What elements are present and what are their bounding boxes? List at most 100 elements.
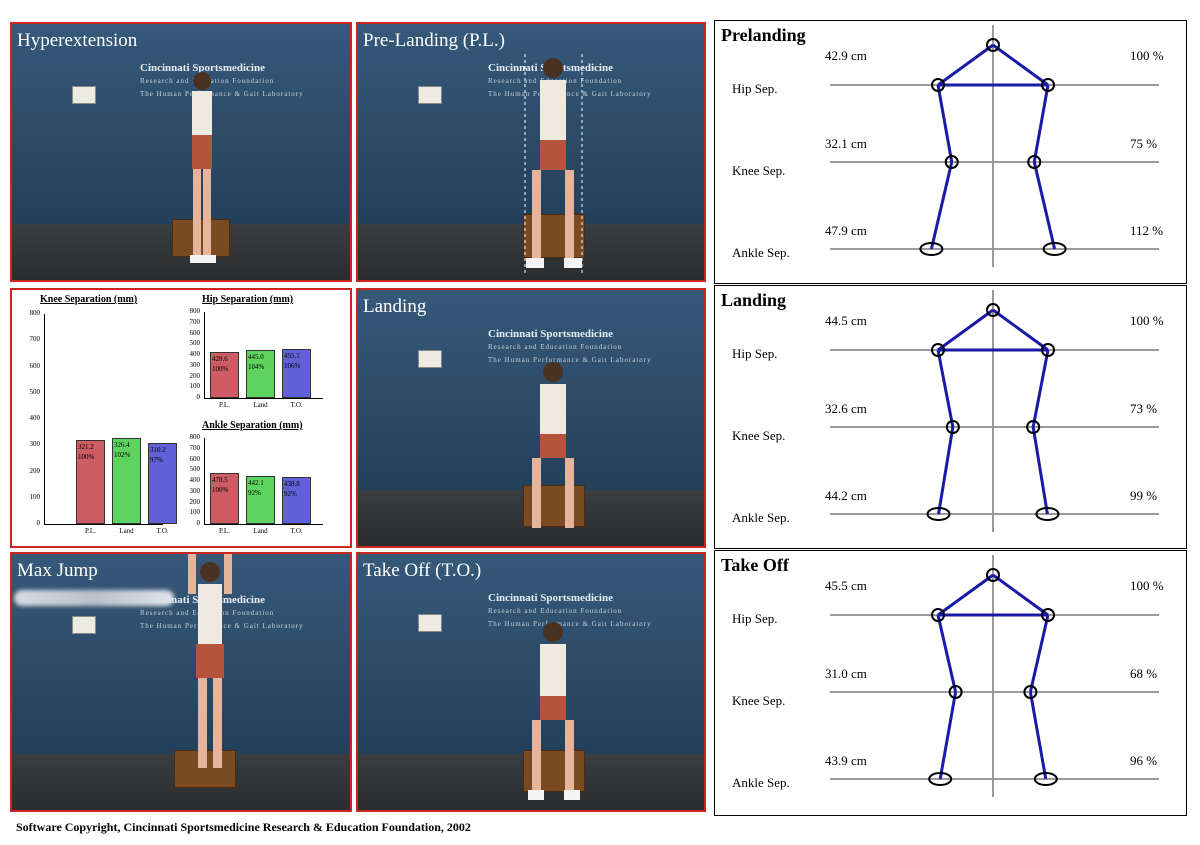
athlete-figure (532, 362, 574, 528)
bar (112, 438, 141, 524)
hip-separation-percent: 100 % (1130, 48, 1164, 63)
y-tick-label: 500 (29, 387, 41, 396)
joint-marker (944, 155, 959, 169)
knee-separation-value: 32.1 cm (825, 136, 867, 151)
y-tick-label: 600 (189, 454, 201, 463)
x-axis (204, 524, 323, 525)
separation-charts-panel: Knee Separation (mm) 800 700 600 500 400 300 20… (10, 288, 352, 548)
athlete-figure (524, 54, 583, 274)
hip-separation-value: 44.5 cm (825, 313, 867, 328)
hip-sep-label: Hip Sep. (732, 611, 778, 626)
skeleton-segment (1031, 349, 1050, 428)
skeleton-diagram (830, 25, 1159, 267)
photo-title: Landing (363, 296, 427, 317)
hip-separation-value: 45.5 cm (825, 578, 867, 593)
bar-value-label: 428.6 100% (212, 354, 229, 373)
knee-separation-value: 31.0 cm (825, 666, 867, 681)
y-tick-label: 400 (189, 476, 201, 484)
diagram-title: Prelanding (721, 25, 806, 45)
chart-title: Ankle Separation (mm) (202, 420, 303, 431)
skeleton-segment (938, 691, 958, 780)
ankle-separation-value: 44.2 cm (825, 488, 867, 503)
knee-separation-percent: 75 % (1130, 136, 1158, 151)
skeleton-segment (937, 43, 994, 87)
skeleton-diagram (830, 555, 1159, 797)
ankle-separation-value: 47.9 cm (825, 223, 867, 238)
joint-marker (1041, 608, 1055, 622)
photo-title: Hyperextension (17, 30, 138, 51)
joint-marker (931, 78, 945, 92)
athlete-figure (190, 72, 216, 263)
ankle-separation-value: 43.9 cm (825, 753, 867, 768)
photo-title: Max Jump (17, 560, 98, 581)
skeleton-segment (936, 614, 958, 693)
knee-sep-label: Knee Sep. (732, 428, 786, 443)
ankle-separation-percent: 112 % (1130, 223, 1164, 238)
joint-marker (1023, 685, 1038, 699)
skeleton-segment (929, 161, 954, 250)
ankle-marker (1033, 772, 1058, 786)
ankle-separation-percent: 99 % (1130, 488, 1158, 503)
bar (282, 349, 311, 398)
x-tick-label: T.O. (290, 401, 303, 409)
joint-marker (945, 420, 960, 434)
x-tick-label: P.L. (219, 527, 230, 535)
copyright-notice: Software Copyright, Cincinnati Sportsmed… (16, 820, 471, 834)
x-tick-label: Land (119, 527, 134, 535)
y-tick-label: 700 (29, 335, 41, 344)
skeleton-segment (1032, 161, 1057, 250)
diagram-title: Landing (721, 290, 787, 310)
ankle-marker (1035, 507, 1060, 521)
y-tick-label: 500 (189, 339, 201, 348)
x-axis (204, 398, 323, 399)
y-tick-label: 200 (189, 371, 201, 380)
x-tick-label: T.O. (290, 527, 303, 535)
skeleton-segment (992, 308, 1049, 352)
photo-take-off: Cincinnati Sportsmedicine Research and Ed… (356, 552, 706, 812)
y-tick-label: 300 (189, 360, 201, 369)
skeleton-segment (1032, 84, 1050, 163)
skeleton-diagram (830, 290, 1159, 532)
skeleton-segment (937, 308, 994, 352)
y-axis (44, 314, 45, 524)
bar (210, 351, 239, 398)
ankle-marker (919, 242, 944, 256)
bar (210, 472, 239, 524)
y-tick-label: 0 (196, 519, 201, 527)
athlete-figure (528, 622, 580, 800)
x-tick-label: T.O. (156, 527, 169, 535)
bar-value-label: 310.2 97% (150, 445, 166, 464)
redacted-name (14, 590, 174, 606)
y-tick-label: 200 (29, 466, 41, 475)
bar-value-label: 442.1 92% (248, 479, 264, 498)
photo-title: Take Off (T.O.) (363, 560, 482, 581)
hip-separation-percent: 100 % (1130, 578, 1164, 593)
hip-separation-value: 42.9 cm (825, 48, 867, 63)
knee-sep-label: Knee Sep. (732, 163, 786, 178)
y-axis (204, 312, 205, 398)
bar-value-label: 455.1 106% (284, 352, 301, 371)
y-tick-label: 0 (36, 519, 41, 527)
chart-title: Hip Separation (mm) (202, 294, 294, 305)
y-tick-label: 800 (29, 309, 41, 317)
bar (246, 476, 275, 524)
diagram-take-off: Take Off 45.5 cm 100 % Hip Sep. 31.0 cm 68 % K… (714, 550, 1187, 816)
diagram-prelanding: Prelanding 42.9 cm 100 % Hip Sep. 32.1 cm 75 … (714, 20, 1187, 284)
x-tick-label: Land (253, 527, 268, 535)
ankle-separation-percent: 96 % (1130, 753, 1158, 768)
skeleton-segment (937, 573, 994, 617)
ankle-sep-label: Ankle Sep. (732, 775, 790, 790)
joint-marker (931, 343, 945, 357)
ankle-sep-label: Ankle Sep. (732, 245, 790, 260)
joint-marker (986, 38, 1000, 52)
y-tick-label: 800 (189, 433, 201, 441)
joint-marker (931, 608, 945, 622)
diagram-landing: Landing 44.5 cm 100 % Hip Sep. 32.6 cm 73 % Kn… (714, 285, 1187, 549)
x-tick-label: P.L. (219, 401, 230, 409)
bar (148, 442, 177, 524)
joint-marker (1041, 78, 1055, 92)
ankle-marker (1042, 242, 1067, 256)
